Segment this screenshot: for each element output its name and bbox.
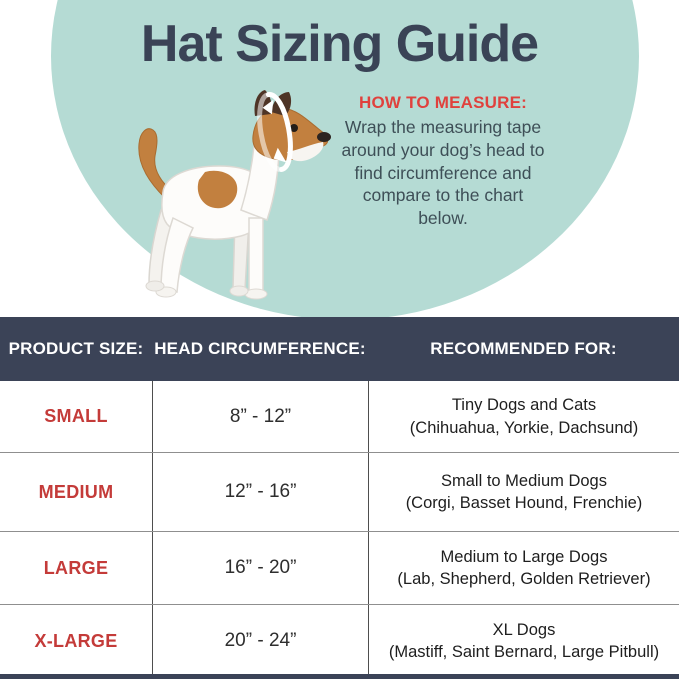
recommended-line2: (Lab, Shepherd, Golden Retriever) (397, 570, 651, 588)
circumference-value: 20” - 24” (224, 630, 297, 651)
size-label: SMALL (44, 406, 108, 426)
recommended-line2: (Corgi, Basset Hound, Frenchie) (405, 494, 643, 512)
table-header-row: PRODUCT SIZE: HEAD CIRCUMFERENCE: RECOMM… (0, 317, 679, 381)
how-to-measure-body: Wrap the measuring tape around your dog’… (341, 117, 545, 228)
header-product-size: PRODUCT SIZE: (8, 339, 144, 358)
how-to-measure-block: HOW TO MEASURE: Wrap the measuring tape … (336, 93, 550, 230)
dog-illustration (138, 90, 331, 300)
recommended-line2: (Mastiff, Saint Bernard, Large Pitbull) (388, 643, 660, 661)
table-row-medium: MEDIUM 12” - 16” Small to Medium Dogs (C… (0, 452, 679, 531)
page-title: Hat Sizing Guide (140, 15, 539, 73)
dog-photo (103, 80, 335, 308)
circumference-value: 12” - 16” (224, 481, 297, 502)
header-head-circumference: HEAD CIRCUMFERENCE: (154, 339, 366, 358)
recommended-line1: Tiny Dogs and Cats (451, 396, 597, 415)
recommended-line1: XL Dogs (492, 620, 556, 639)
circumference-value: 16” - 20” (224, 557, 297, 578)
recommended-line1: Small to Medium Dogs (441, 471, 607, 490)
circumference-value: 8” - 12” (229, 405, 292, 427)
how-to-measure-heading: HOW TO MEASURE: (359, 93, 527, 112)
sizing-table: PRODUCT SIZE: HEAD CIRCUMFERENCE: RECOMM… (0, 317, 679, 677)
header-recommended-for: RECOMMENDED FOR: (430, 339, 617, 358)
size-label: LARGE (43, 557, 109, 578)
recommended-line1: Medium to Large Dogs (440, 547, 608, 566)
table-row-large: LARGE 16” - 20” Medium to Large Dogs (La… (0, 531, 679, 604)
size-label: MEDIUM (38, 481, 114, 502)
recommended-line2: (Chihuahua, Yorkie, Dachsund) (409, 418, 639, 437)
table-row-small: SMALL 8” - 12” Tiny Dogs and Cats (Chihu… (0, 381, 679, 452)
table-row-xlarge: X-LARGE 20” - 24” XL Dogs (Mastiff, Sain… (0, 604, 679, 677)
size-label: X-LARGE (34, 630, 118, 651)
bottom-navy-bar (0, 674, 679, 679)
